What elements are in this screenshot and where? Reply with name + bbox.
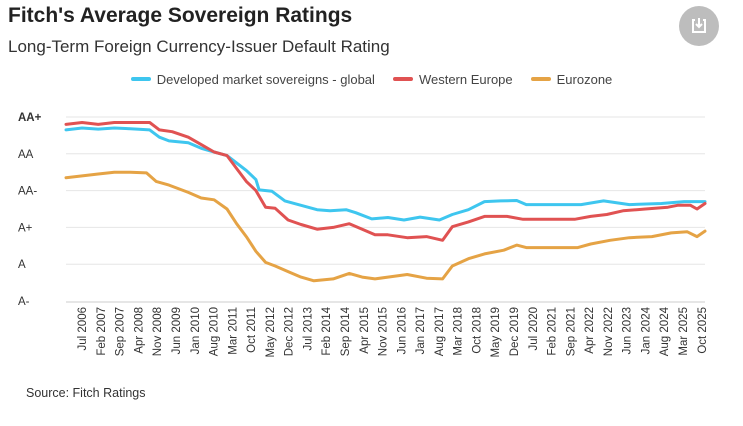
- x-tick-label: Mar 2011: [227, 307, 239, 355]
- legend-swatch-developed: [130, 77, 151, 81]
- y-tick-label: A-: [18, 296, 30, 308]
- x-tick-label: Jun 2016: [396, 307, 408, 354]
- x-tick-label: Dec 2012: [284, 307, 296, 356]
- x-tick-label: Sep 2021: [565, 307, 577, 356]
- x-tick-label: Jul 2013: [302, 307, 314, 350]
- x-tick-label: May 2019: [490, 307, 502, 358]
- x-tick-label: Oct 2018: [471, 307, 483, 354]
- legend-item-eurozone[interactable]: Eurozone: [530, 70, 613, 88]
- x-tick-label: Dec 2019: [509, 307, 521, 356]
- x-tick-label: Jan 2017: [415, 307, 427, 354]
- chart-subtitle: Long-Term Foreign Currency-Issuer Defaul…: [8, 37, 390, 56]
- x-tick-label: Jul 2020: [528, 307, 540, 350]
- x-tick-label: Mar 2018: [453, 307, 465, 356]
- download-button[interactable]: [679, 6, 719, 46]
- x-tick-label: Apr 2022: [584, 307, 596, 354]
- legend-label-western-europe: Western Europe: [418, 71, 513, 87]
- x-tick-label: May 2012: [265, 307, 277, 358]
- chart-legend: Developed market sovereigns - global Wes…: [0, 70, 743, 88]
- y-tick-label: A: [18, 259, 26, 271]
- y-tick-label: AA: [18, 149, 34, 161]
- series-line-1: [64, 121, 707, 242]
- legend-item-western-europe[interactable]: Western Europe: [392, 70, 513, 88]
- legend-swatch-western-europe: [392, 77, 413, 81]
- x-tick-label: Oct 2025: [697, 307, 709, 354]
- x-tick-label: Aug 2024: [659, 306, 671, 356]
- x-tick-label: Nov 2015: [378, 307, 390, 356]
- x-tick-label: Jan 2024: [640, 306, 652, 354]
- x-tick-label: Apr 2008: [133, 307, 145, 354]
- x-tick-label: Jan 2010: [190, 307, 202, 354]
- series-line-0: [64, 126, 707, 222]
- x-tick-label: Oct 2011: [246, 307, 258, 353]
- chart-title: Fitch's Average Sovereign Ratings: [8, 4, 353, 27]
- x-tick-label: Feb 2014: [321, 306, 333, 355]
- x-tick-label: Nov 2008: [152, 307, 164, 356]
- legend-item-developed[interactable]: Developed market sovereigns - global: [130, 70, 375, 88]
- x-tick-label: Jun 2023: [622, 307, 634, 354]
- x-tick-label: Aug 2017: [434, 307, 446, 356]
- legend-swatch-eurozone: [530, 77, 551, 81]
- x-tick-label: Feb 2007: [96, 307, 108, 356]
- x-tick-label: Jul 2006: [77, 307, 89, 350]
- series-line-2: [64, 170, 707, 283]
- x-tick-label: Sep 2014: [340, 306, 352, 356]
- x-tick-label: Nov 2022: [603, 307, 615, 356]
- x-tick-label: Jun 2009: [171, 307, 183, 354]
- x-tick-label: Aug 2010: [209, 307, 221, 356]
- source-note: Source: Fitch Ratings: [26, 386, 146, 400]
- x-tick-label: Feb 2021: [547, 307, 559, 356]
- y-tick-label: AA-: [18, 186, 37, 198]
- legend-label-developed: Developed market sovereigns - global: [156, 71, 375, 87]
- download-icon: [692, 18, 706, 33]
- x-tick-label: Mar 2025: [678, 307, 690, 356]
- y-tick-label: A+: [18, 222, 33, 234]
- x-tick-label: Sep 2007: [115, 307, 127, 356]
- y-tick-label: AA+: [18, 112, 42, 124]
- legend-label-eurozone: Eurozone: [556, 71, 613, 87]
- x-tick-label: Apr 2015: [359, 307, 371, 354]
